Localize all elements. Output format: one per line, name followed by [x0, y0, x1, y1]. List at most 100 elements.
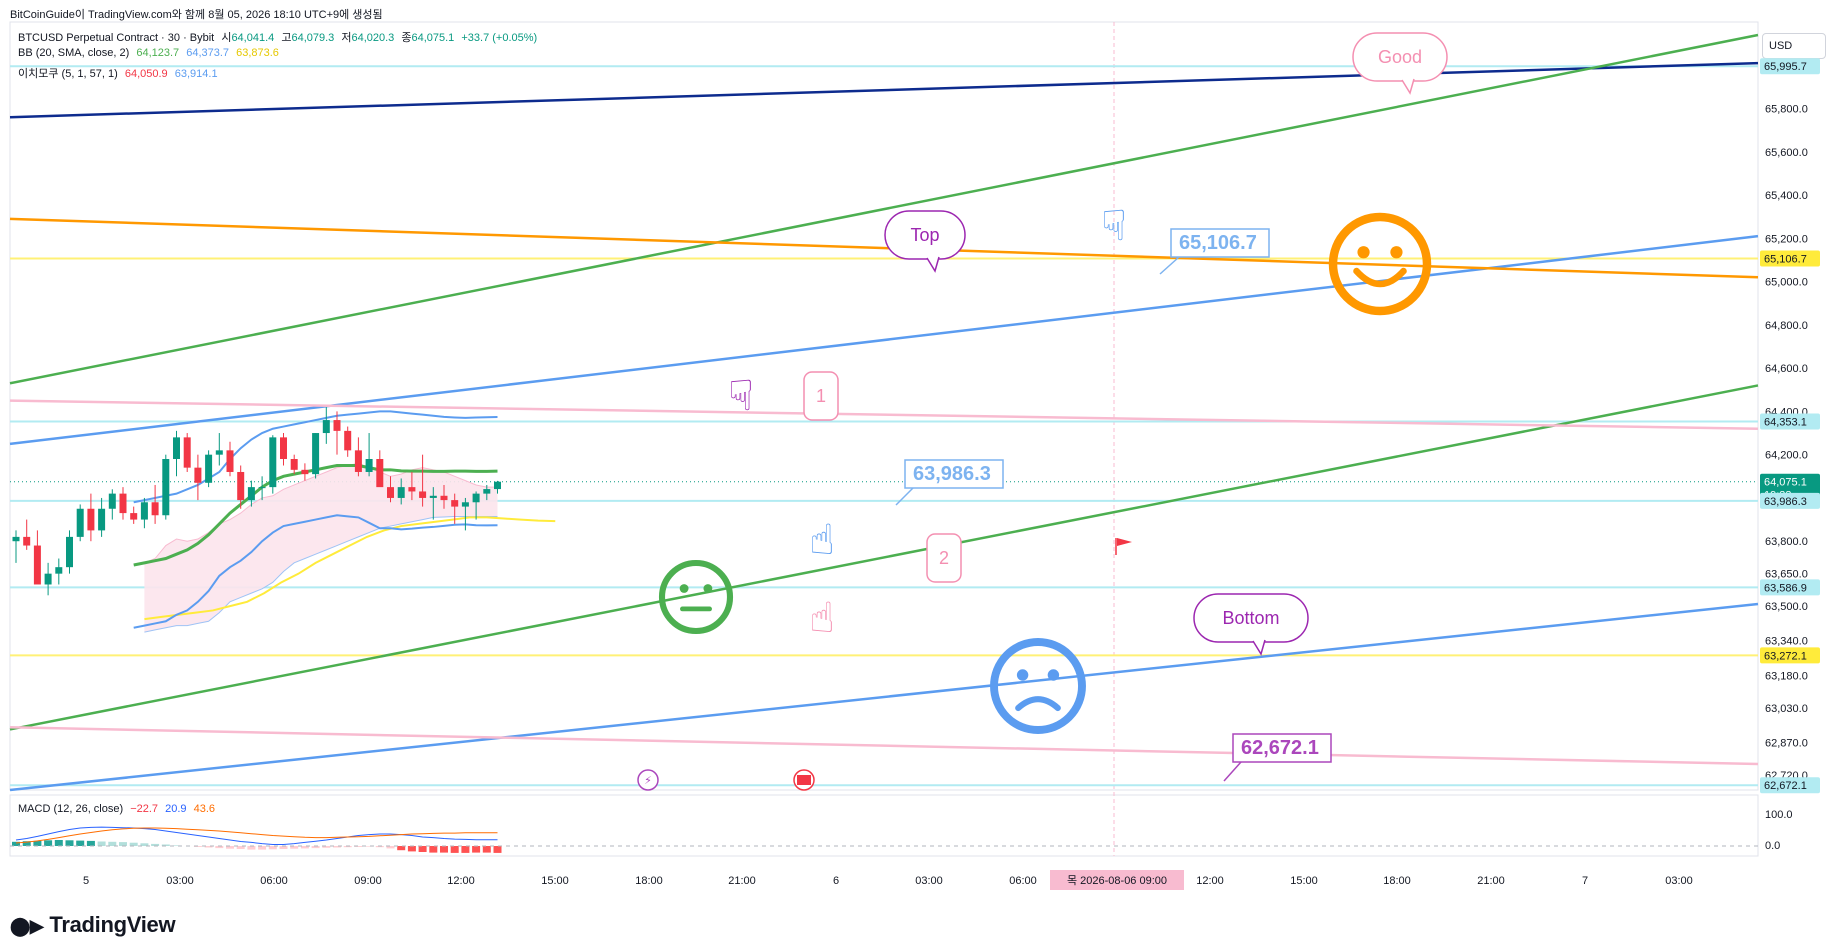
price-label-65106-text: 65,106.7: [1179, 232, 1257, 254]
legend-ichimoku-a: 64,050.9: [124, 68, 168, 80]
candle-body: [205, 454, 213, 483]
price-tag-label: 64,353.1: [1764, 417, 1807, 429]
candle-body: [333, 420, 341, 431]
macd-hist-bar: [482, 846, 491, 853]
legend-ichimoku-label: 이치모쿠 (5, 1, 57, 1): [18, 68, 118, 80]
macd-hist-bar: [386, 846, 395, 849]
happy-face-icon: [1328, 212, 1432, 316]
macd-hist-bar: [397, 846, 406, 851]
trend-line: [9, 726, 1759, 766]
candle-body: [98, 508, 106, 531]
x-tick-label: 12:00: [447, 875, 475, 887]
y-tick-label: 63,500.0: [1765, 601, 1808, 613]
callout-top-pointer: [926, 256, 940, 273]
neutral-face-icon: [658, 559, 734, 635]
x-tick-label: 21:00: [728, 875, 756, 887]
price-tag: [1760, 413, 1820, 430]
x-tick-label: 5: [83, 875, 89, 887]
candle-body: [408, 487, 416, 492]
candle-body: [365, 459, 373, 472]
legend-ohlc[interactable]: BTCUSD Perpetual Contract · 30 · Bybit 시…: [18, 29, 541, 45]
legend-low: 저64,020.3: [341, 32, 395, 44]
price-tag-label: 62,672.1: [1764, 780, 1807, 792]
legend-bb-label: BB (20, SMA, close, 2): [18, 47, 130, 59]
candle-body: [226, 450, 234, 472]
macd-hist-bar: [472, 846, 481, 853]
macd-hist-bar: [76, 840, 85, 846]
currency-button[interactable]: USD: [1762, 33, 1826, 59]
callout-bottom-bubble: [1193, 593, 1309, 643]
legend-macd[interactable]: MACD (12, 26, close) −22.7 20.9 43.6: [18, 803, 219, 815]
candle-body: [301, 469, 309, 475]
x-tick-label: 03:00: [1665, 875, 1693, 887]
macd-hist-bar: [226, 846, 234, 849]
macd-hist-bar: [108, 841, 117, 846]
sad-face-icon-mouth: [1015, 696, 1061, 712]
candle-body: [354, 450, 362, 472]
pointing-hand-down-icon: ☟: [1101, 201, 1127, 250]
event-lightning-icon: [637, 769, 659, 791]
macd-hist-bar: [375, 846, 384, 848]
bb-lower-line: [133, 514, 498, 629]
macd-line: [15, 826, 498, 845]
number-marker-2-text: 2: [939, 548, 949, 568]
price-label-63986-leader: [895, 487, 914, 506]
macd-hist-bar: [215, 846, 224, 849]
macd-hist-bar: [450, 846, 459, 853]
macd-hist-bar: [407, 846, 416, 852]
pointing-hand-down-icon: ☟: [728, 371, 754, 420]
legend-bb[interactable]: BB (20, SMA, close, 2) 64,123.7 64,373.7…: [18, 47, 283, 59]
y-tick-label: 65,400.0: [1765, 190, 1808, 202]
x-tick-label: 18:00: [1383, 875, 1411, 887]
candle-body: [397, 487, 405, 498]
lightning-glyph: ⚡: [644, 774, 652, 787]
price-tag-label: 65,995.7: [1764, 61, 1807, 73]
trend-line: [9, 217, 1759, 279]
legend-macd-label: MACD (12, 26, close): [18, 803, 124, 815]
price-label-62672-box: [1232, 733, 1332, 763]
price-tag: [1760, 250, 1820, 267]
neutral-face-icon-eye: [703, 584, 713, 593]
trend-line: [9, 384, 1759, 731]
legend-macd-line: 20.9: [165, 803, 187, 815]
trend-line: [9, 399, 1759, 430]
y-tick-label: 63,340.0: [1765, 636, 1808, 648]
candle-body: [376, 459, 384, 488]
neutral-face-icon-eye: [679, 584, 689, 593]
x-tick-label: 09:00: [354, 875, 382, 887]
x-tick-label: 7: [1582, 875, 1588, 887]
candle-body: [87, 508, 95, 531]
y-tick-label: 64,200.0: [1765, 450, 1808, 462]
x-tick-label: 12:00: [1196, 875, 1224, 887]
macd-hist-bar: [33, 840, 42, 846]
price-label-62672-leader: [1223, 761, 1242, 782]
trend-line: [9, 33, 1759, 385]
candle-body: [387, 487, 394, 498]
macd-hist-bar: [461, 846, 470, 853]
candle-body: [494, 481, 501, 490]
macd-hist-bar: [247, 846, 256, 850]
candle-body: [119, 493, 127, 514]
candle-body: [237, 471, 245, 501]
happy-face-icon-mouth: [1353, 267, 1407, 288]
macd-hist-bar: [418, 846, 427, 852]
candle-body: [173, 437, 180, 460]
price-label-65106-leader: [1159, 256, 1180, 275]
pointing-hand-up-icon: ☝: [809, 515, 835, 564]
price-label-65106-box: [1170, 228, 1270, 258]
price-tag: [1760, 579, 1820, 596]
y-tick-label: 64,800.0: [1765, 320, 1808, 332]
price-pane-border: [9, 21, 1759, 791]
legend-ichimoku[interactable]: 이치모쿠 (5, 1, 57, 1) 64,050.9 63,914.1: [18, 65, 222, 81]
legend-ichimoku-b: 63,914.1: [174, 68, 218, 80]
price-label-62672-text: 62,672.1: [1241, 737, 1319, 759]
macd-hist-bar: [354, 846, 363, 847]
macd-hist-bar: [300, 846, 309, 849]
candle-body: [151, 502, 159, 516]
y-tick-label: 65,200.0: [1765, 233, 1808, 245]
candle-body: [215, 450, 223, 455]
candle-body: [483, 489, 491, 494]
macd-hist-bar: [268, 846, 277, 850]
x-tick-label: 03:00: [166, 875, 194, 887]
